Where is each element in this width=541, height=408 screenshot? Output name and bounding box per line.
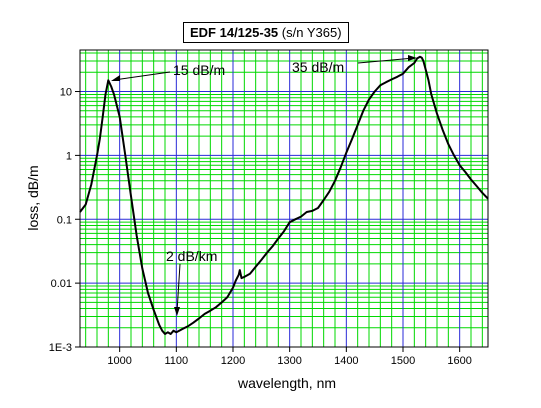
annotation-2dbkm: 2 dB/km xyxy=(166,248,217,316)
annotation-15db: 15 dB/m xyxy=(111,62,225,81)
minor-gridlines xyxy=(80,50,488,347)
annotation-label-15db: 15 dB/m xyxy=(173,62,225,78)
annotation-label-35db: 35 dB/m xyxy=(292,59,344,75)
x-tick-label: 1300 xyxy=(277,355,301,367)
y-tick-label: 0.01 xyxy=(51,278,72,290)
annotation-label-2dbkm: 2 dB/km xyxy=(166,248,217,264)
annotation-arrow-line xyxy=(176,263,181,313)
chart-title-sub: (s/n Y365) xyxy=(281,25,342,40)
x-tick-label: 1200 xyxy=(221,355,245,367)
x-tick-label: 1100 xyxy=(165,355,189,367)
x-tick-label: 1600 xyxy=(447,355,471,367)
x-axis-label: wavelength, nm xyxy=(237,375,336,391)
annotation-arrowhead xyxy=(111,75,120,81)
y-tick-label: 10 xyxy=(60,87,72,99)
chart-title-main: EDF 14/125-35 xyxy=(190,25,279,40)
annotation-35db: 35 dB/m xyxy=(292,55,417,75)
chart-title: EDF 14/125-35 (s/n Y365) xyxy=(183,22,349,43)
y-tick-label: 1 xyxy=(66,150,72,162)
annotation-arrowhead xyxy=(174,307,180,316)
axis-ticks xyxy=(75,91,461,352)
x-tick-label: 1000 xyxy=(107,355,131,367)
x-tick-label: 1500 xyxy=(391,355,415,367)
annotation-arrow-line xyxy=(113,71,171,81)
y-tick-labels: 1E-3 0.01 0.1 1 10 xyxy=(49,87,72,354)
y-tick-label: 0.1 xyxy=(57,214,72,226)
annotation-arrow-line xyxy=(357,57,415,64)
y-tick-label: 1E-3 xyxy=(49,342,72,354)
x-tick-label: 1400 xyxy=(334,355,358,367)
y-axis-label: loss, dB/m xyxy=(25,165,41,230)
x-tick-labels: 1000 1100 1200 1300 1400 1500 1600 xyxy=(107,355,471,367)
series-line xyxy=(79,55,489,335)
annotation-arrowhead xyxy=(408,55,417,61)
